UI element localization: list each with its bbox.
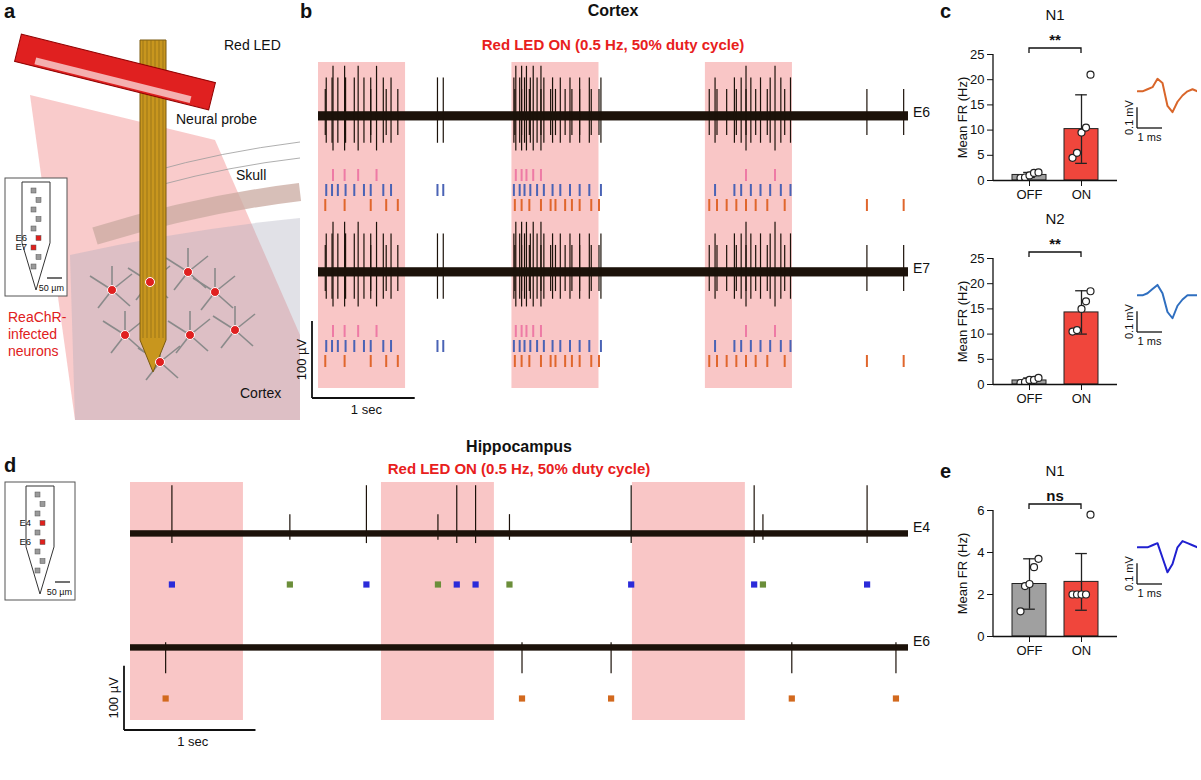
svg-text:0: 0 — [977, 377, 984, 392]
svg-text:15: 15 — [970, 97, 984, 112]
svg-text:Hippocampus: Hippocampus — [466, 438, 572, 455]
svg-text:Red LED: Red LED — [224, 37, 281, 53]
svg-text:1 ms: 1 ms — [1138, 335, 1162, 347]
svg-text:6: 6 — [977, 503, 984, 518]
svg-text:OFF: OFF — [1017, 391, 1043, 406]
svg-text:infected: infected — [8, 326, 57, 342]
svg-text:1 ms: 1 ms — [1138, 587, 1162, 599]
svg-text:25: 25 — [970, 251, 984, 266]
svg-text:E4: E4 — [19, 517, 31, 528]
svg-text:100 µV: 100 µV — [294, 338, 309, 380]
svg-text:E4: E4 — [913, 519, 930, 535]
svg-text:**: ** — [1049, 235, 1061, 252]
svg-text:E6: E6 — [19, 536, 31, 547]
svg-text:20: 20 — [970, 276, 984, 291]
svg-text:0: 0 — [977, 173, 984, 188]
svg-text:c: c — [940, 0, 951, 22]
svg-text:N1: N1 — [1045, 462, 1064, 479]
svg-text:d: d — [4, 454, 16, 476]
svg-text:0.1 mV: 0.1 mV — [1123, 100, 1135, 136]
svg-text:50 µm: 50 µm — [39, 283, 64, 293]
svg-text:0: 0 — [977, 629, 984, 644]
svg-text:E6: E6 — [15, 232, 27, 243]
svg-text:E6: E6 — [913, 104, 930, 120]
svg-text:1 ms: 1 ms — [1138, 131, 1162, 143]
svg-text:b: b — [300, 0, 312, 22]
svg-text:50 µm: 50 µm — [47, 587, 72, 597]
svg-text:1 sec: 1 sec — [177, 734, 209, 749]
svg-text:10: 10 — [970, 326, 984, 341]
svg-text:e: e — [940, 460, 951, 482]
svg-text:0.1 mV: 0.1 mV — [1123, 556, 1135, 592]
svg-text:20: 20 — [970, 72, 984, 87]
svg-text:10: 10 — [970, 122, 984, 137]
svg-text:Mean FR (Hz): Mean FR (Hz) — [955, 77, 970, 159]
svg-text:ns: ns — [1046, 487, 1064, 504]
svg-text:neurons: neurons — [8, 343, 59, 359]
svg-text:25: 25 — [970, 47, 984, 62]
svg-text:N1: N1 — [1045, 6, 1064, 23]
svg-text:Mean FR (Hz): Mean FR (Hz) — [955, 281, 970, 363]
svg-text:2: 2 — [977, 587, 984, 602]
svg-text:OFF: OFF — [1017, 187, 1043, 202]
svg-text:E7: E7 — [913, 260, 930, 276]
svg-text:**: ** — [1049, 31, 1061, 48]
svg-text:5: 5 — [977, 351, 984, 366]
svg-text:15: 15 — [970, 301, 984, 316]
svg-text:1 sec: 1 sec — [351, 402, 383, 417]
svg-text:N2: N2 — [1045, 210, 1064, 227]
svg-text:ReaChR-: ReaChR- — [8, 309, 67, 325]
svg-text:5: 5 — [977, 147, 984, 162]
svg-text:Skull: Skull — [236, 167, 266, 183]
svg-text:Red LED ON (0.5 Hz, 50% duty c: Red LED ON (0.5 Hz, 50% duty cycle) — [388, 460, 651, 477]
svg-text:0.1 mV: 0.1 mV — [1123, 304, 1135, 340]
svg-text:Red LED ON (0.5 Hz, 50% duty c: Red LED ON (0.5 Hz, 50% duty cycle) — [482, 36, 745, 53]
svg-text:Neural probe: Neural probe — [176, 111, 257, 127]
svg-text:OFF: OFF — [1017, 643, 1043, 658]
svg-text:Cortex: Cortex — [588, 2, 639, 19]
svg-text:Cortex: Cortex — [240, 385, 281, 401]
svg-text:ON: ON — [1072, 643, 1092, 658]
svg-text:E7: E7 — [15, 241, 27, 252]
svg-text:Mean FR (Hz): Mean FR (Hz) — [955, 533, 970, 615]
svg-text:4: 4 — [977, 545, 984, 560]
svg-text:E6: E6 — [913, 633, 930, 649]
svg-text:100 µV: 100 µV — [106, 677, 121, 719]
svg-text:ON: ON — [1072, 391, 1092, 406]
svg-text:ON: ON — [1072, 187, 1092, 202]
svg-text:a: a — [4, 0, 16, 22]
